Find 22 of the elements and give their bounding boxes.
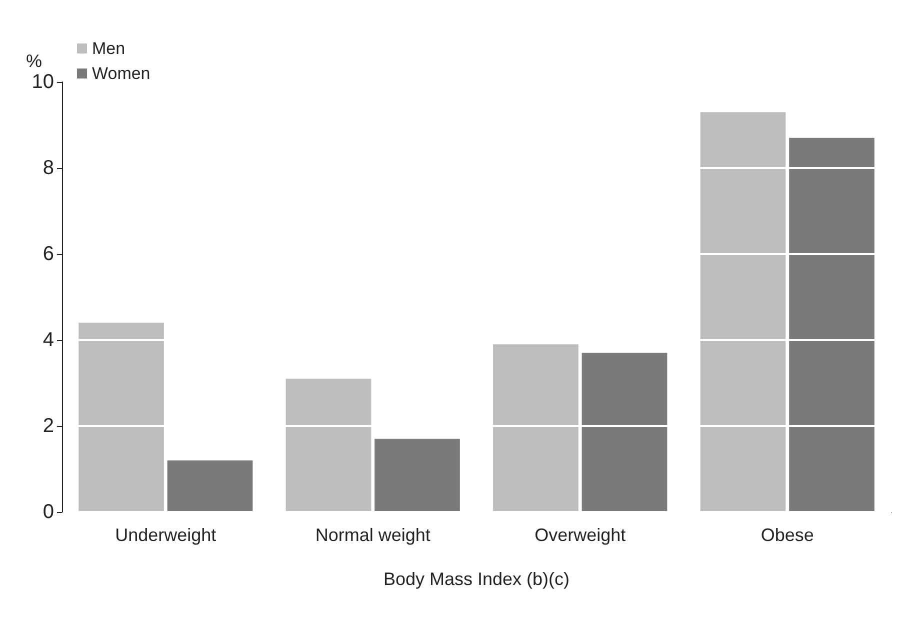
legend-label: Women [92,64,150,83]
x-tick-label: Overweight [534,525,626,545]
bar [374,438,460,512]
y-tick-label: 8 [42,157,54,179]
bar [582,352,668,512]
y-tick-label: 2 [42,415,54,437]
legend-label: Men [92,39,126,58]
x-tick-label: Underweight [115,525,216,545]
bar [286,378,372,512]
y-tick-label: 6 [42,243,54,265]
y-axis-title: % [26,51,42,71]
bar [700,112,786,512]
x-tick-label: Normal weight [315,525,430,545]
bar [78,322,164,512]
y-tick-label: 4 [42,329,54,351]
x-axis-title: Body Mass Index (b)(c) [383,569,570,589]
y-tick-label: 10 [32,71,54,93]
x-tick-label: Obese [760,525,814,545]
bar [493,344,578,512]
y-tick-label: 0 [42,501,54,523]
bar [167,460,253,512]
bar [789,138,874,512]
